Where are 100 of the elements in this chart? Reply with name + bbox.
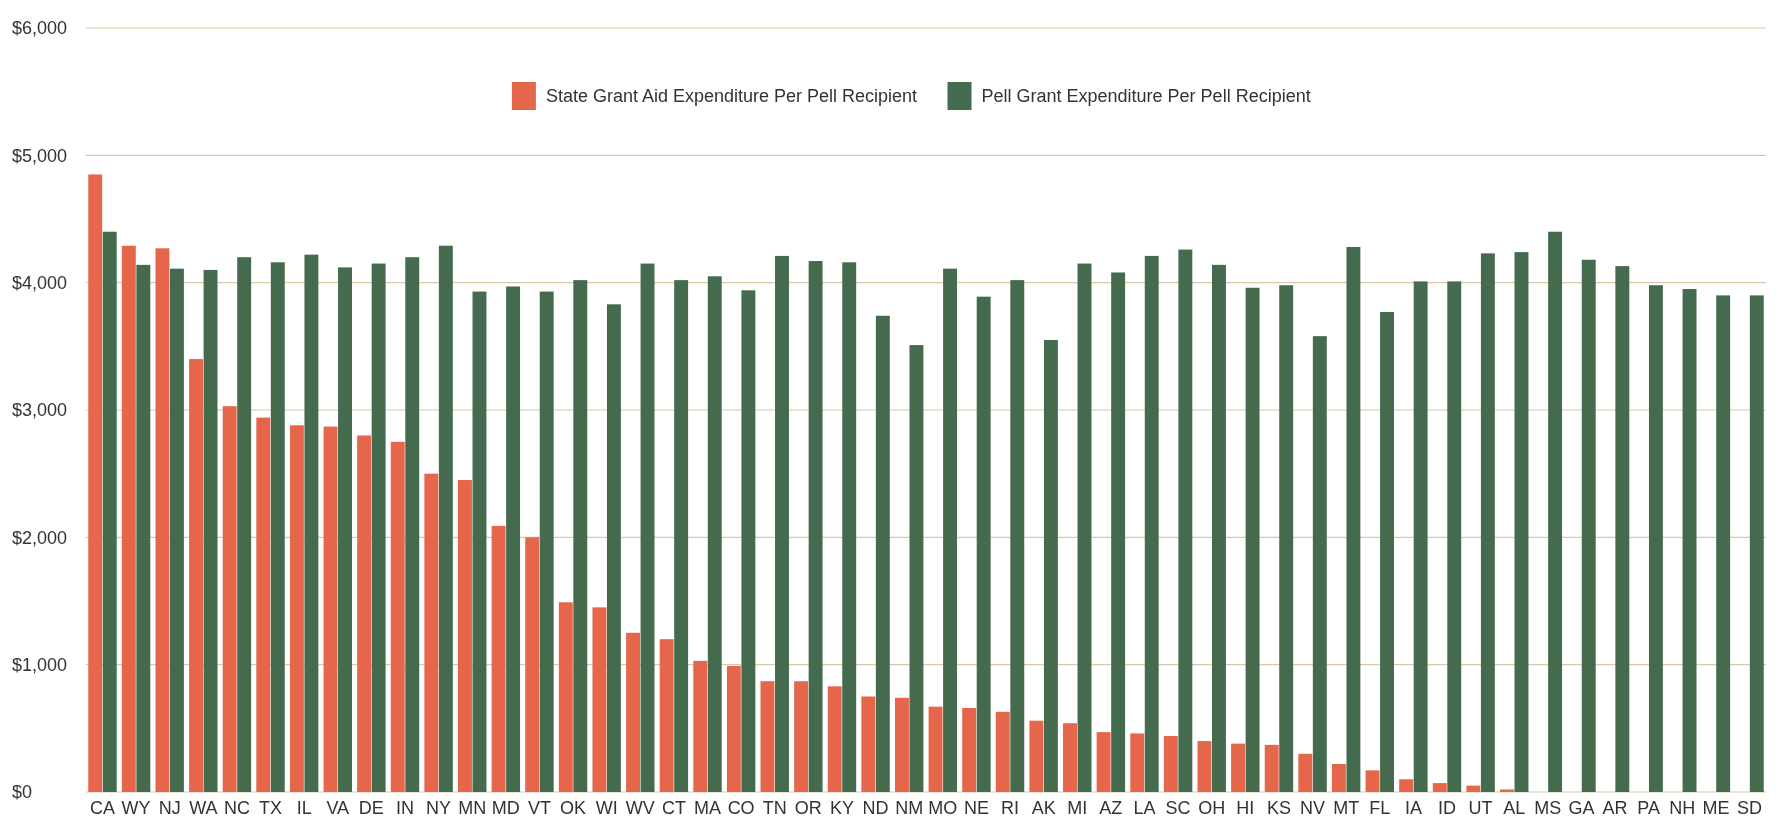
bar bbox=[995, 711, 1010, 792]
bar bbox=[438, 245, 453, 792]
bar bbox=[424, 473, 439, 792]
x-tick-label: UT bbox=[1468, 798, 1493, 818]
x-tick-label: NC bbox=[223, 798, 250, 818]
bar bbox=[794, 681, 809, 792]
bar bbox=[943, 268, 958, 792]
x-tick-label: OR bbox=[794, 798, 822, 818]
x-tick-label: IA bbox=[1404, 798, 1422, 818]
bar bbox=[1749, 295, 1764, 792]
bar bbox=[909, 345, 924, 792]
bar bbox=[539, 291, 554, 792]
x-tick-label: FL bbox=[1369, 798, 1391, 818]
bar bbox=[640, 263, 655, 792]
bar bbox=[1365, 770, 1380, 792]
legend-label: State Grant Aid Expenditure Per Pell Recipient bbox=[545, 86, 918, 107]
bar bbox=[827, 686, 842, 792]
x-tick-label: NV bbox=[1300, 798, 1326, 818]
bar bbox=[592, 607, 607, 792]
x-tick-label: GA bbox=[1568, 798, 1595, 818]
bar bbox=[1130, 733, 1145, 792]
bar bbox=[1178, 249, 1193, 792]
bar bbox=[1648, 285, 1663, 792]
legend-label: Pell Grant Expenditure Per Pell Recipient bbox=[981, 86, 1311, 107]
bar bbox=[458, 480, 472, 792]
bar bbox=[1279, 285, 1294, 792]
bar bbox=[760, 681, 775, 792]
bar bbox=[1500, 789, 1514, 792]
bar bbox=[491, 525, 506, 792]
x-tick-label: OH bbox=[1198, 798, 1226, 818]
bar bbox=[203, 269, 218, 792]
x-tick-label: CA bbox=[89, 798, 115, 818]
bar bbox=[1043, 339, 1058, 792]
bar bbox=[506, 286, 521, 792]
bar bbox=[323, 426, 338, 792]
bar bbox=[808, 261, 823, 792]
bar bbox=[289, 425, 304, 792]
bar bbox=[189, 359, 204, 792]
bar bbox=[256, 417, 271, 792]
bar bbox=[875, 315, 890, 792]
bar bbox=[928, 706, 943, 792]
bar bbox=[1615, 266, 1630, 792]
bar bbox=[222, 406, 237, 792]
x-tick-label: WA bbox=[189, 798, 218, 818]
x-tick-label: WI bbox=[595, 798, 618, 818]
bar bbox=[371, 263, 386, 792]
bar bbox=[573, 280, 588, 792]
x-tick-label: KY bbox=[829, 798, 854, 818]
bar bbox=[558, 602, 573, 792]
x-tick-label: OK bbox=[560, 798, 587, 818]
bar bbox=[102, 231, 117, 792]
bar bbox=[1245, 287, 1260, 792]
bar bbox=[1514, 252, 1529, 792]
bar bbox=[390, 441, 405, 792]
x-tick-label: MS bbox=[1534, 798, 1562, 818]
bar bbox=[1264, 744, 1279, 792]
x-tick-label: ID bbox=[1438, 798, 1457, 818]
x-tick-label: WY bbox=[121, 798, 151, 818]
bar bbox=[1312, 336, 1327, 792]
bar bbox=[861, 696, 876, 792]
bar bbox=[1548, 231, 1563, 792]
bar bbox=[674, 280, 689, 792]
bar bbox=[1716, 295, 1731, 792]
bar bbox=[693, 660, 708, 792]
bar bbox=[1029, 720, 1044, 792]
bar bbox=[270, 262, 285, 792]
y-tick-label: $5,000 bbox=[12, 145, 68, 166]
x-tick-label: MT bbox=[1333, 798, 1360, 818]
x-tick-label: KS bbox=[1266, 798, 1291, 818]
bar bbox=[1413, 281, 1428, 792]
bar bbox=[1212, 264, 1226, 792]
bar bbox=[626, 632, 640, 792]
x-tick-label: PA bbox=[1637, 798, 1661, 818]
bar bbox=[894, 697, 909, 792]
bar bbox=[1298, 753, 1313, 792]
x-tick-label: IN bbox=[395, 798, 414, 818]
x-tick-label: NJ bbox=[158, 798, 181, 818]
x-tick-label: AK bbox=[1031, 798, 1056, 818]
bar bbox=[304, 254, 319, 792]
bar bbox=[1399, 779, 1414, 792]
y-tick-label: $1,000 bbox=[12, 654, 68, 675]
bar bbox=[405, 257, 420, 792]
x-tick-label: CO bbox=[727, 798, 755, 818]
y-tick-label: $3,000 bbox=[12, 400, 68, 421]
bar bbox=[842, 262, 857, 792]
x-tick-label: ME bbox=[1702, 798, 1730, 818]
bar bbox=[775, 255, 789, 792]
y-tick-label: $6,000 bbox=[12, 18, 68, 39]
x-tick-label: SD bbox=[1737, 798, 1763, 818]
x-tick-label: VT bbox=[527, 798, 551, 818]
bar bbox=[1096, 732, 1111, 792]
x-tick-label: IL bbox=[296, 798, 312, 818]
bar bbox=[1010, 280, 1025, 792]
bar bbox=[1077, 263, 1092, 792]
bar bbox=[976, 296, 991, 792]
x-tick-label: MA bbox=[694, 798, 722, 818]
bar bbox=[1480, 253, 1495, 792]
x-tick-label: TN bbox=[762, 798, 787, 818]
bar bbox=[357, 435, 372, 792]
x-tick-label: WV bbox=[625, 798, 655, 818]
